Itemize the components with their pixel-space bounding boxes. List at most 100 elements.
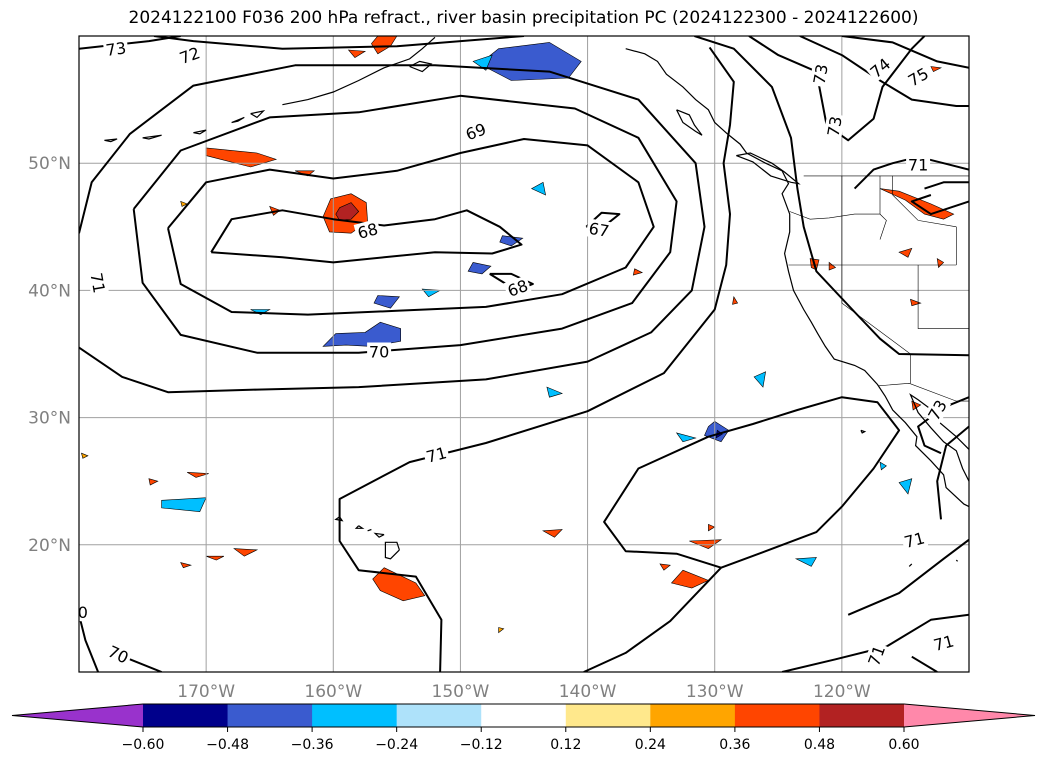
precip-patch	[930, 66, 943, 73]
contour-label-mask	[353, 218, 382, 243]
contour-label-text: 71	[424, 443, 449, 467]
contour-label-text: 67	[587, 219, 610, 241]
precip-patch	[632, 268, 644, 276]
refractivity-contour	[153, 36, 525, 50]
lon-tick-label: 160°W	[304, 682, 362, 702]
contour-label-mask	[900, 527, 929, 552]
colorbar: −0.60 −0.48 −0.36 −0.24 −0.12 0.12 0.24 0.36 0.4…	[11, 703, 1036, 753]
colorbar-tick-label: −0.36	[291, 737, 334, 753]
contour-label-mask	[103, 640, 134, 668]
border-line	[879, 213, 887, 240]
precip-patch	[335, 202, 360, 221]
colorbar-tick-label: −0.24	[375, 737, 418, 753]
coastline	[231, 116, 245, 124]
contour-label: 0	[79, 603, 90, 622]
precip-patch	[659, 563, 671, 571]
precip-patch	[753, 371, 766, 388]
refractivity-contour	[748, 36, 926, 142]
colorbar-tick-label: 0.36	[719, 737, 750, 753]
contour-label-mask	[903, 62, 933, 91]
border-line	[878, 382, 969, 402]
precip-patch	[322, 321, 401, 347]
contour-label-text: 71	[86, 271, 108, 294]
contour-label-mask	[367, 342, 392, 361]
refractivity-contour	[583, 396, 901, 672]
colorbar-segment	[396, 704, 482, 727]
contour-label-mask	[175, 42, 204, 68]
refractivity-contour	[936, 425, 969, 520]
refractivity-contour	[917, 396, 969, 455]
colorbar-tick-label: 0.60	[888, 737, 919, 753]
refractivity-contour	[79, 64, 706, 394]
coastline	[250, 110, 266, 119]
contour-label-mask	[503, 275, 532, 301]
coastline	[955, 559, 959, 562]
precip-patch	[186, 472, 209, 478]
contour-label-mask	[865, 53, 895, 83]
refractivity-contour	[694, 36, 969, 357]
border-line	[789, 175, 881, 220]
refractivity-contour	[924, 181, 969, 190]
precip-patch	[530, 181, 547, 196]
contour-label: 71	[422, 442, 451, 467]
contour-label-text: 68	[355, 219, 380, 243]
contour-label-text: 73	[810, 63, 832, 86]
contour-label: 71	[929, 630, 958, 655]
precip-patch	[498, 627, 505, 634]
contour-label-mask	[923, 395, 951, 425]
precip-patch	[148, 478, 159, 486]
precip-patch	[472, 54, 493, 71]
precip-patch	[898, 478, 913, 495]
contour-label: 68	[353, 218, 382, 243]
precip-patch	[546, 386, 563, 398]
lat-tick-label: 50°N	[28, 154, 71, 174]
refractivity-contours	[79, 36, 969, 672]
colorbar-segment	[312, 704, 398, 727]
colorbar-tick-label: −0.48	[206, 737, 249, 753]
refractivity-contour	[338, 46, 735, 672]
map-frame	[78, 35, 970, 673]
lon-tick-label: 150°W	[432, 682, 490, 702]
contour-label-mask	[422, 442, 451, 467]
lon-tick-label: 130°W	[686, 682, 744, 702]
contour-label-mask	[102, 38, 130, 60]
contour-label: 67	[585, 218, 613, 241]
colorbar-tick-label: −0.12	[460, 737, 503, 753]
contour-label: 71	[863, 641, 889, 670]
contour-label-text: 73	[105, 38, 128, 60]
colorbar-extend-high	[904, 704, 1035, 727]
contour-label: 71	[900, 527, 929, 552]
lat-tick-label: 30°N	[28, 409, 71, 429]
contour-label-mask	[823, 112, 846, 140]
lon-tick-label: 140°W	[559, 682, 617, 702]
coastline	[104, 138, 118, 143]
precip-patch	[373, 295, 400, 309]
colorbar-segment	[227, 704, 313, 727]
contour-label: 70	[367, 342, 392, 362]
refractivity-contour	[210, 209, 523, 264]
precip-patch	[879, 461, 887, 471]
axis-tick-labels: 170°W 160°W 150°W 140°W 130°W 120°W 50°N 40°N 30…	[28, 154, 871, 702]
map-background	[79, 36, 969, 672]
coastline	[193, 129, 207, 135]
refractivity-contour	[132, 94, 678, 354]
precip-patch	[499, 235, 524, 247]
contour-label-text: 71	[902, 528, 927, 552]
coastline	[625, 48, 969, 508]
colorbar-segment	[819, 704, 905, 727]
refractivity-contour	[79, 36, 181, 50]
colorbar-segment	[650, 704, 736, 727]
refractivity-contour	[129, 658, 162, 672]
precip-patch	[180, 562, 192, 569]
refractivity-contour	[841, 36, 969, 69]
coastline	[409, 60, 433, 73]
precip-patch	[794, 557, 817, 567]
precipitation-layer	[81, 36, 955, 634]
coastline	[860, 429, 867, 434]
contour-label-text: 71	[908, 156, 928, 175]
contour-label-mask	[906, 155, 931, 174]
precip-patch	[732, 295, 739, 305]
colorbar-extend-low	[12, 704, 143, 727]
border-line	[841, 175, 911, 384]
